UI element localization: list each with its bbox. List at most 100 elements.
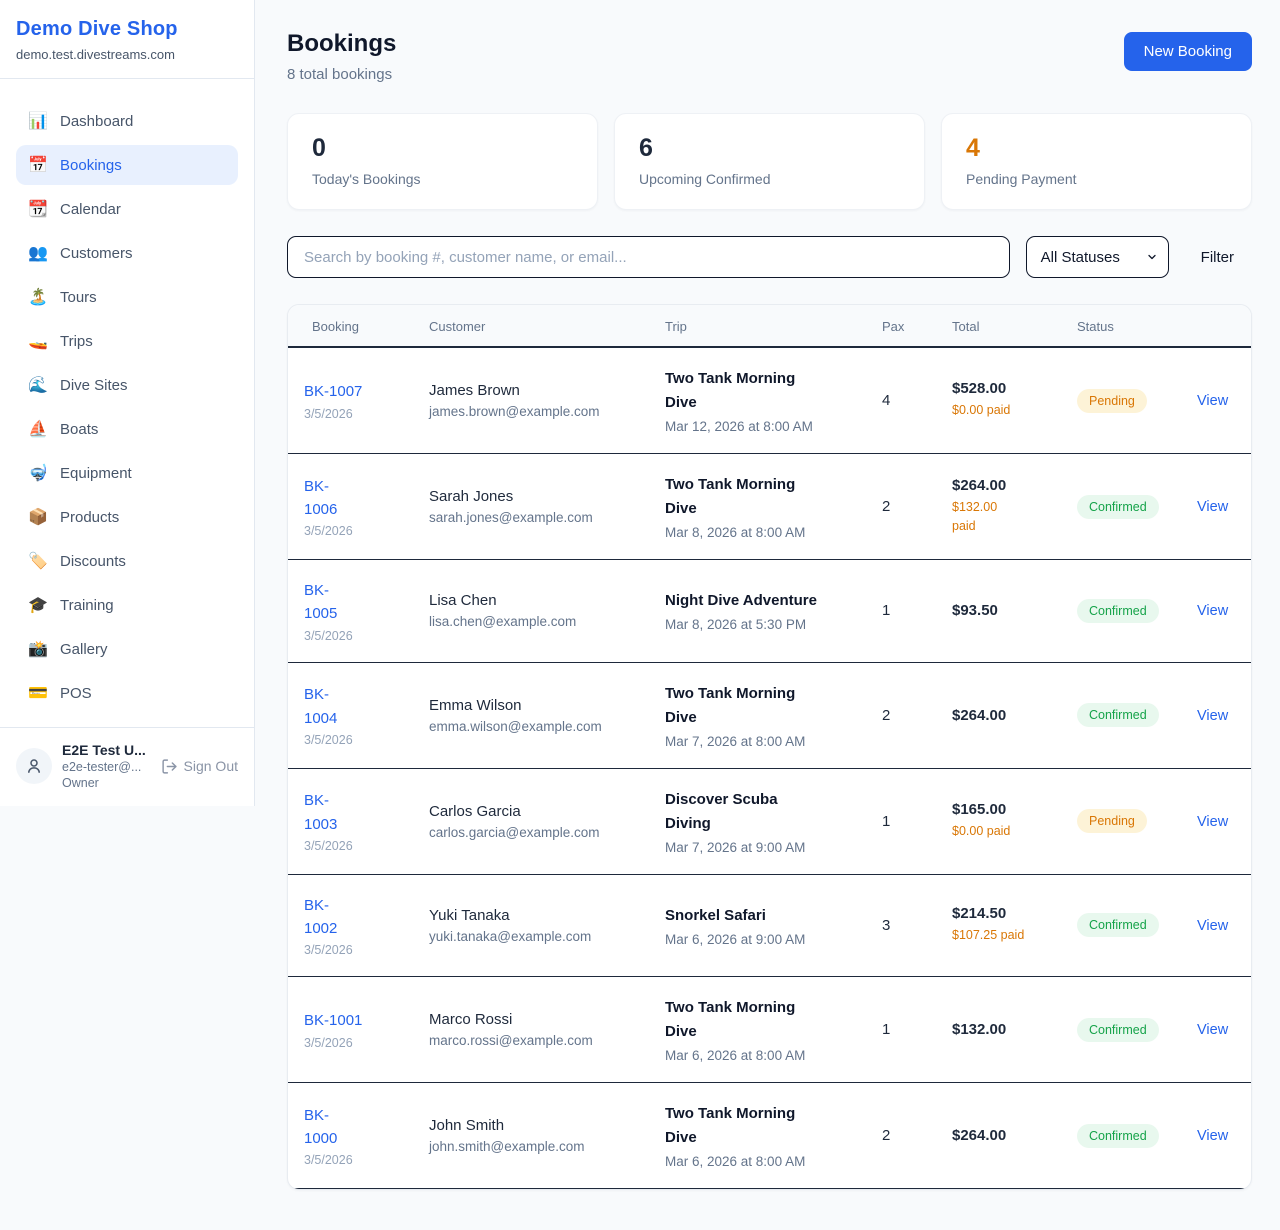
user-email: e2e-tester@... <box>62 760 142 774</box>
total-amount: $528.00 <box>952 380 1007 398</box>
sidebar-item[interactable]: ⛵ Boats <box>16 409 238 449</box>
stat-value: 6 <box>639 134 653 162</box>
booking-cell: BK- 1002 3/5/2026 <box>288 875 413 977</box>
status-cell: Confirmed <box>1061 580 1181 642</box>
actions-cell: View <box>1181 688 1251 743</box>
customer-cell: Marco Rossi marco.rossi@example.com <box>413 992 649 1067</box>
pax-cell: 2 <box>882 706 891 724</box>
sidebar-item-label: Trips <box>60 332 93 350</box>
sidebar-item[interactable]: 📊 Dashboard <box>16 101 238 141</box>
customer-name: Yuki Tanaka <box>429 906 510 924</box>
booking-id-link[interactable]: BK- 1005 <box>304 582 338 623</box>
status-badge: Confirmed <box>1077 1017 1159 1042</box>
page-header: Bookings 8 total bookings New Booking <box>287 30 1252 83</box>
sidebar-item[interactable]: 📆 Calendar <box>16 189 238 229</box>
sidebar-item[interactable]: 📸 Gallery <box>16 629 238 669</box>
status-filter-select[interactable]: All Statuses <box>1025 236 1169 278</box>
actions-cell: View <box>1181 583 1251 638</box>
status-badge: Confirmed <box>1077 913 1159 938</box>
total-cell: $214.50 $107.25 paid <box>936 886 1061 964</box>
customer-cell: Carlos Garcia carlos.garcia@example.com <box>413 784 649 859</box>
view-link[interactable]: View <box>1197 813 1229 830</box>
view-link[interactable]: View <box>1197 603 1229 620</box>
sign-out-button[interactable]: Sign Out <box>161 758 238 775</box>
view-link[interactable]: View <box>1197 917 1229 934</box>
view-link[interactable]: View <box>1197 393 1229 409</box>
customer-cell: Yuki Tanaka yuki.tanaka@example.com <box>413 888 649 963</box>
booking-id-link[interactable]: BK- 1006 <box>304 477 338 518</box>
sidebar-item[interactable]: 🤿 Equipment <box>16 453 238 493</box>
trip-cell: Two Tank Morning Dive Mar 7, 2026 at 8:0… <box>649 663 866 768</box>
booking-date: 3/5/2026 <box>304 1035 353 1050</box>
total-amount: $132.00 <box>952 1021 1007 1038</box>
view-link[interactable]: View <box>1197 1128 1229 1144</box>
trip-name: Two Tank Morning Dive <box>665 684 796 726</box>
trip-datetime: Mar 7, 2026 at 9:00 AM <box>665 839 806 855</box>
sidebar-item-label: Calendar <box>60 200 121 218</box>
booking-id-link[interactable]: BK-1001 <box>304 1012 363 1030</box>
total-bookings-count: 8 total bookings <box>287 66 393 83</box>
trip-datetime: Mar 6, 2026 at 8:00 AM <box>665 1048 806 1063</box>
search-input[interactable] <box>287 236 1010 278</box>
table-row: BK- 1005 3/5/2026 Lisa Chen lisa.chen@ex… <box>288 560 1251 663</box>
sidebar-item-label: Boats <box>60 420 99 438</box>
booking-date: 3/5/2026 <box>304 524 353 539</box>
sidebar-item[interactable]: 🎓 Training <box>16 585 238 625</box>
training-icon: 🎓 <box>28 597 48 614</box>
sidebar-item[interactable]: 👥 Customers <box>16 233 238 273</box>
customer-cell: Lisa Chen lisa.chen@example.com <box>413 573 649 648</box>
view-link[interactable]: View <box>1197 499 1229 515</box>
trip-datetime: Mar 7, 2026 at 8:00 AM <box>665 733 806 749</box>
sidebar-item[interactable]: 🚤 Trips <box>16 321 238 361</box>
trip-datetime: Mar 12, 2026 at 8:00 AM <box>665 419 813 434</box>
table-row: BK- 1006 3/5/2026 Sarah Jones sarah.jone… <box>288 454 1251 560</box>
boats-icon: ⛵ <box>28 421 48 438</box>
paid-amount: $0.00 paid <box>952 403 1011 418</box>
trip-cell: Two Tank Morning Dive Mar 12, 2026 at 8:… <box>649 348 866 453</box>
status-badge: Pending <box>1077 809 1147 833</box>
booking-id-link[interactable]: BK- 1003 <box>304 792 338 833</box>
sidebar-item[interactable]: 📦 Products <box>16 497 238 537</box>
filter-button[interactable]: Filter <box>1200 248 1234 266</box>
sidebar-item-label: Bookings <box>60 156 122 174</box>
pax-cell: 2 <box>882 498 891 515</box>
sidebar-item[interactable]: 📅 Bookings <box>16 145 238 185</box>
sidebar-item[interactable]: 🏝️ Tours <box>16 277 238 317</box>
customer-email: james.brown@example.com <box>429 404 600 419</box>
trip-cell: Night Dive Adventure Mar 8, 2026 at 5:30… <box>649 570 866 651</box>
sidebar-item[interactable]: 🌊 Dive Sites <box>16 365 238 405</box>
dashboard-icon: 📊 <box>28 113 48 130</box>
status-cell: Pending <box>1061 370 1181 432</box>
sidebar-item[interactable]: 💳 POS <box>16 673 238 713</box>
booking-id-link[interactable]: BK-1007 <box>304 383 363 401</box>
stat-label: Upcoming Confirmed <box>639 171 771 187</box>
user-icon <box>28 759 40 773</box>
stat-card: 4 Pending Payment <box>941 113 1252 210</box>
booking-id-link[interactable]: BK- 1004 <box>304 686 338 727</box>
sidebar-item[interactable]: 🏷️ Discounts <box>16 541 238 581</box>
column-header-total: Total <box>952 319 980 334</box>
new-booking-button[interactable]: New Booking <box>1123 32 1252 71</box>
customer-name: Sarah Jones <box>429 488 514 505</box>
view-link[interactable]: View <box>1197 707 1229 724</box>
customers-icon: 👥 <box>28 245 48 262</box>
status-cell: Confirmed <box>1061 999 1181 1061</box>
sidebar-item-label: Dive Sites <box>60 376 128 394</box>
sidebar-item-label: Training <box>60 596 114 614</box>
paid-amount: $107.25 paid <box>952 928 1025 943</box>
booking-id-link[interactable]: BK- 1002 <box>304 896 338 937</box>
view-link[interactable]: View <box>1197 1022 1229 1038</box>
booking-id-link[interactable]: BK- 1000 <box>304 1106 338 1147</box>
calendar-icon: 📆 <box>28 201 48 218</box>
customer-email: carlos.garcia@example.com <box>429 824 600 840</box>
customer-name: John Smith <box>429 1117 505 1134</box>
stat-label: Today's Bookings <box>312 171 421 187</box>
sign-out-label: Sign Out <box>183 758 238 774</box>
total-cell: $165.00 $0.00 paid <box>936 782 1061 860</box>
status-cell: Confirmed <box>1061 684 1181 746</box>
customer-cell: Sarah Jones sarah.jones@example.com <box>413 469 649 544</box>
status-cell: Confirmed <box>1061 1105 1181 1167</box>
discounts-icon: 🏷️ <box>28 553 48 570</box>
trip-name: Two Tank Morning Dive <box>665 1105 796 1146</box>
trip-cell: Discover Scuba Diving Mar 7, 2026 at 9:0… <box>649 769 866 874</box>
